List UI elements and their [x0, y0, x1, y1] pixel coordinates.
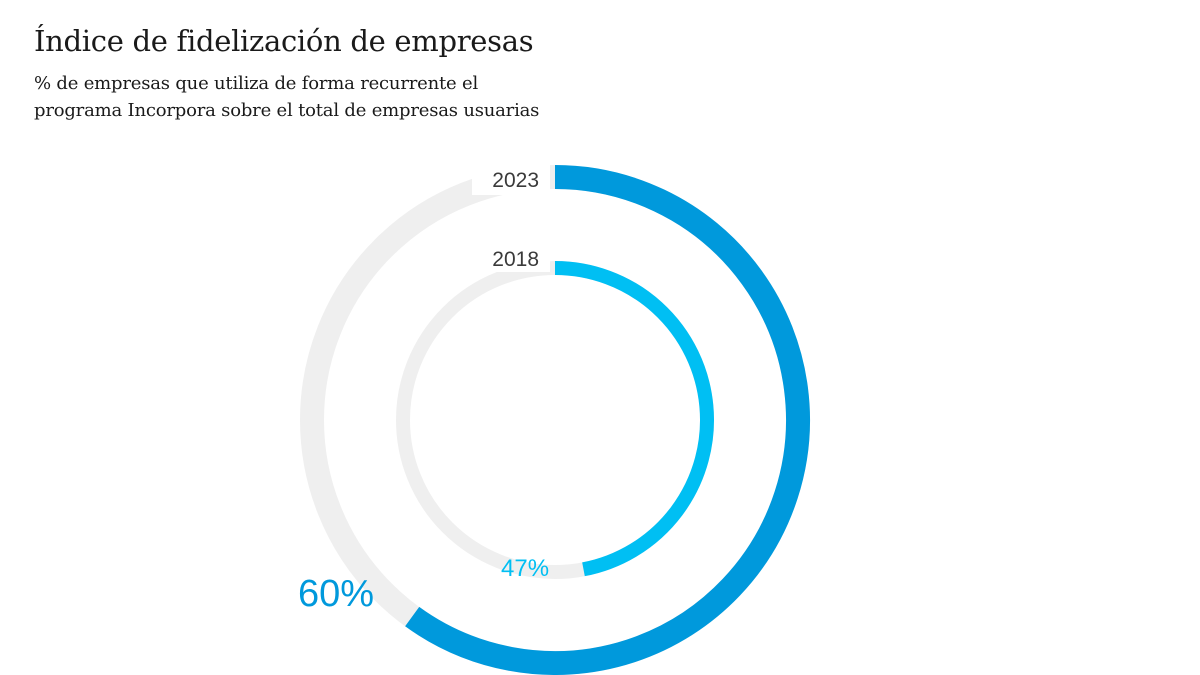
outer-year-label-bg	[472, 163, 550, 195]
subtitle-line-2: programa Incorpora sobre el total de emp…	[34, 100, 540, 121]
value-label-2018: 47%	[501, 555, 549, 582]
inner-year-label-bg	[480, 246, 550, 272]
year-label-2023: 2023	[492, 169, 539, 192]
chart-subtitle: % de empresas que utiliza de forma recur…	[34, 70, 539, 124]
value-label-2023: 60%	[298, 573, 374, 615]
outer-ring-arc-2023	[405, 165, 810, 675]
year-label-2018: 2018	[492, 248, 539, 271]
chart-title: Índice de fidelización de empresas	[34, 24, 534, 58]
subtitle-line-1: % de empresas que utiliza de forma recur…	[34, 73, 478, 94]
inner-ring-arc-2018	[554, 261, 714, 577]
